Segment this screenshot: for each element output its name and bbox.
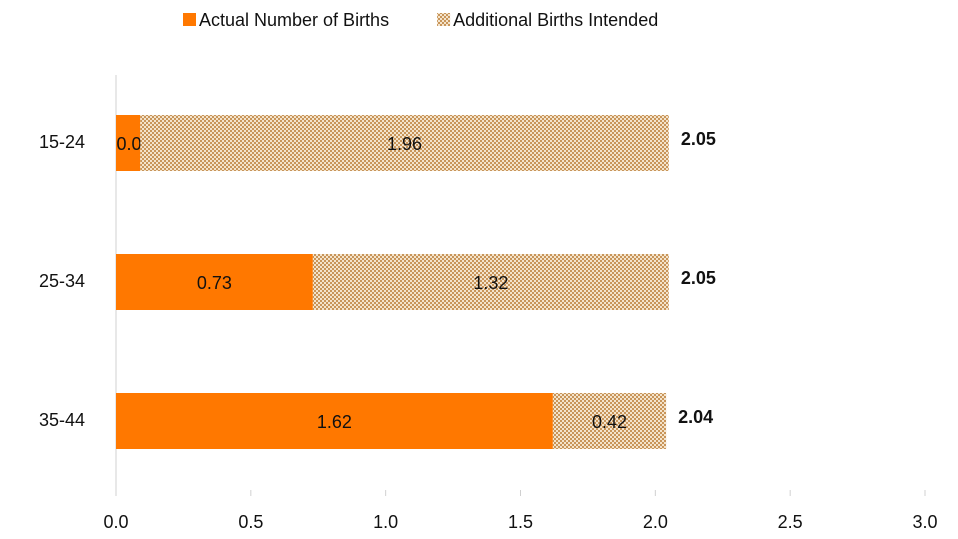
data-label: 1.32 xyxy=(473,273,508,293)
x-tick-label: 3.0 xyxy=(912,512,937,532)
bar-segment xyxy=(140,115,669,171)
bar-segment xyxy=(116,115,141,171)
legend-label: Additional Births Intended xyxy=(453,10,658,30)
x-tick-label: 2.5 xyxy=(778,512,803,532)
total-label: 2.04 xyxy=(678,407,713,427)
x-tick-label: 2.0 xyxy=(643,512,668,532)
x-tick-label: 0.0 xyxy=(103,512,128,532)
y-tick-label: 15-24 xyxy=(39,132,85,152)
x-tick-label: 1.0 xyxy=(373,512,398,532)
data-label: 0.73 xyxy=(197,273,232,293)
x-tick-label: 0.5 xyxy=(238,512,263,532)
bar-segment xyxy=(116,254,313,310)
legend-label: Actual Number of Births xyxy=(199,10,389,30)
y-tick-label: 35-44 xyxy=(39,410,85,430)
bar-segment xyxy=(552,393,667,449)
total-label: 2.05 xyxy=(681,268,716,288)
data-label: 1.62 xyxy=(317,412,352,432)
data-label: 1.96 xyxy=(387,134,422,154)
x-tick-label: 1.5 xyxy=(508,512,533,532)
bar-segment xyxy=(116,393,553,449)
total-label: 2.05 xyxy=(681,129,716,149)
legend-swatch xyxy=(183,13,196,26)
data-label: 0.42 xyxy=(592,412,627,432)
y-tick-label: 25-34 xyxy=(39,271,85,291)
legend-swatch xyxy=(437,13,451,26)
bar-segment xyxy=(312,254,669,310)
